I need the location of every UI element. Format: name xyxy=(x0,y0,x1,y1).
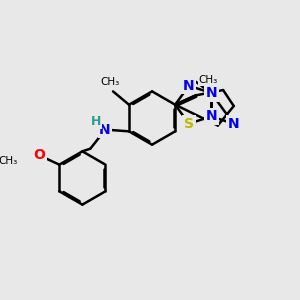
Text: CH₃: CH₃ xyxy=(101,76,120,87)
Text: N: N xyxy=(99,123,111,137)
Text: CH₃: CH₃ xyxy=(198,75,218,85)
Text: N: N xyxy=(206,86,217,100)
Text: N: N xyxy=(228,117,239,131)
Text: N: N xyxy=(206,110,217,123)
Text: S: S xyxy=(184,117,194,131)
Text: N: N xyxy=(183,79,195,93)
Text: O: O xyxy=(33,148,45,162)
Text: H: H xyxy=(91,115,102,128)
Text: CH₃: CH₃ xyxy=(0,156,18,166)
